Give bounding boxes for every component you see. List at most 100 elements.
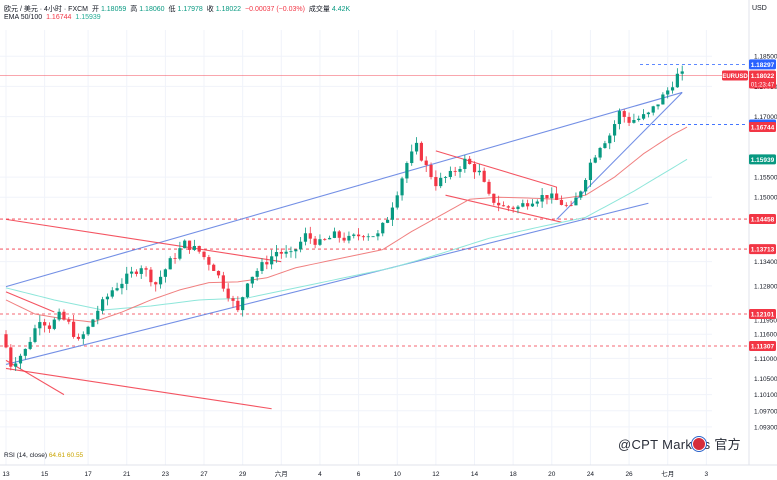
- candle-up: [245, 283, 250, 298]
- y-tick-label: 1.17000: [754, 114, 777, 121]
- candle-down: [564, 204, 568, 206]
- y-tick-label: 1.15000: [754, 195, 777, 202]
- candle-down: [154, 282, 158, 285]
- candle-down: [173, 258, 177, 259]
- candle-down: [424, 160, 428, 166]
- candle-up: [390, 207, 394, 220]
- candle-up: [96, 310, 100, 320]
- candle-down: [62, 311, 66, 320]
- price-label-text: 1.11307: [751, 344, 775, 351]
- x-tick-label: 21: [123, 471, 131, 478]
- candle-up: [414, 142, 419, 152]
- candle-down: [545, 195, 549, 199]
- candle-up: [318, 239, 322, 245]
- y-tick-label: 1.13400: [754, 259, 777, 266]
- candle-down: [216, 270, 221, 276]
- candle-up: [371, 236, 375, 238]
- candle-up: [550, 193, 554, 199]
- candle-up: [129, 271, 134, 274]
- candle-up: [385, 219, 390, 223]
- red-left-diag: [5, 291, 55, 313]
- candle-down: [429, 165, 433, 178]
- candle-up: [178, 248, 182, 259]
- candle-up: [661, 94, 665, 105]
- candle-up: [299, 241, 303, 250]
- candle-up: [593, 157, 597, 163]
- candle-down: [492, 193, 496, 203]
- candle-down: [342, 237, 346, 241]
- y-tick-label: 1.09700: [754, 408, 777, 415]
- candle-up: [448, 170, 452, 177]
- y-tick-label: 1.10500: [754, 376, 777, 383]
- candle-down: [337, 231, 341, 238]
- candle-down: [356, 234, 361, 237]
- x-tick-label: 27: [200, 471, 208, 478]
- candle-up: [637, 118, 641, 120]
- last-price-text: 1.18022: [751, 73, 775, 80]
- time-axis: 13 15 17 21 23 27 29 六月 4 6 10 12 14 18 20 24 26 七月 3: [0, 464, 777, 478]
- price-label-text: 1.18297: [751, 62, 775, 69]
- x-tick-label: 七月: [661, 469, 674, 478]
- candle-up: [33, 328, 37, 342]
- candle-up: [28, 341, 32, 349]
- ema-legend[interactable]: EMA 50/100 1.16744 1.15939: [4, 14, 101, 21]
- rsi-legend[interactable]: RSI (14, close) 64.61 60.55: [4, 452, 84, 459]
- channel-upper: [5, 91, 683, 288]
- last-price-box: [749, 70, 776, 89]
- x-tick-label: 26: [625, 471, 633, 478]
- x-tick-label: 3: [705, 471, 709, 478]
- candle-down: [627, 116, 631, 123]
- symbol-tag-text: EURUSD: [722, 74, 748, 80]
- x-tick-label: 10: [394, 471, 402, 478]
- change-value: −0.00037 (−0.03%): [245, 6, 305, 13]
- y-tick-label: 1.11600: [754, 332, 777, 339]
- candle-down: [72, 321, 76, 337]
- pennant-top: [435, 150, 557, 188]
- candle-down: [134, 271, 139, 274]
- y-tick-label: 1.11000: [754, 356, 777, 363]
- candle-up: [608, 135, 612, 144]
- price-label-box: [749, 214, 776, 225]
- candle-down: [47, 325, 52, 329]
- candle-up: [183, 240, 187, 249]
- rsi-ma-value: 60.55: [66, 452, 84, 459]
- high-value: 1.18060: [139, 6, 165, 13]
- countdown-text: 01:23:47: [751, 82, 775, 88]
- candle-down: [323, 239, 327, 240]
- candle-down: [144, 268, 148, 270]
- x-tick-label: 12: [432, 471, 440, 478]
- candle-down: [622, 111, 626, 117]
- currency-label: USD: [752, 5, 767, 12]
- candle-down: [197, 245, 201, 252]
- candle-up: [260, 262, 264, 271]
- candle-up: [38, 322, 42, 329]
- candle-down: [308, 233, 312, 239]
- candle-up: [666, 90, 670, 95]
- ema100-line: [5, 158, 688, 311]
- candle-up: [584, 179, 588, 192]
- y-tick-label: 1.12800: [754, 283, 777, 290]
- candle-down: [76, 336, 81, 339]
- candle-down: [559, 199, 564, 205]
- symbol-title[interactable]: 欧元 / 美元 · 4小时 · FXCM: [4, 6, 88, 13]
- candle-up: [158, 276, 163, 285]
- candle-up: [612, 124, 617, 136]
- candle-up: [443, 176, 448, 178]
- price-axis: 1.185001.177501.170001.155001.150001.134…: [722, 0, 777, 465]
- x-tick-label: 15: [41, 471, 49, 478]
- price-label-box: [749, 309, 776, 320]
- watermark: @CPT Markets 官方: [618, 437, 741, 452]
- candles-layer: [4, 65, 684, 371]
- candle-down: [231, 298, 235, 301]
- candle-up: [91, 319, 95, 327]
- pennant-bottom: [445, 194, 562, 223]
- candle-up: [328, 237, 332, 240]
- candle-up: [139, 268, 143, 274]
- candle-up: [255, 270, 259, 277]
- x-tick-label: 6: [357, 471, 361, 478]
- candle-up: [115, 288, 119, 291]
- trendlines-layer: [0, 63, 748, 410]
- candle-down: [511, 207, 515, 209]
- candle-up: [274, 251, 279, 257]
